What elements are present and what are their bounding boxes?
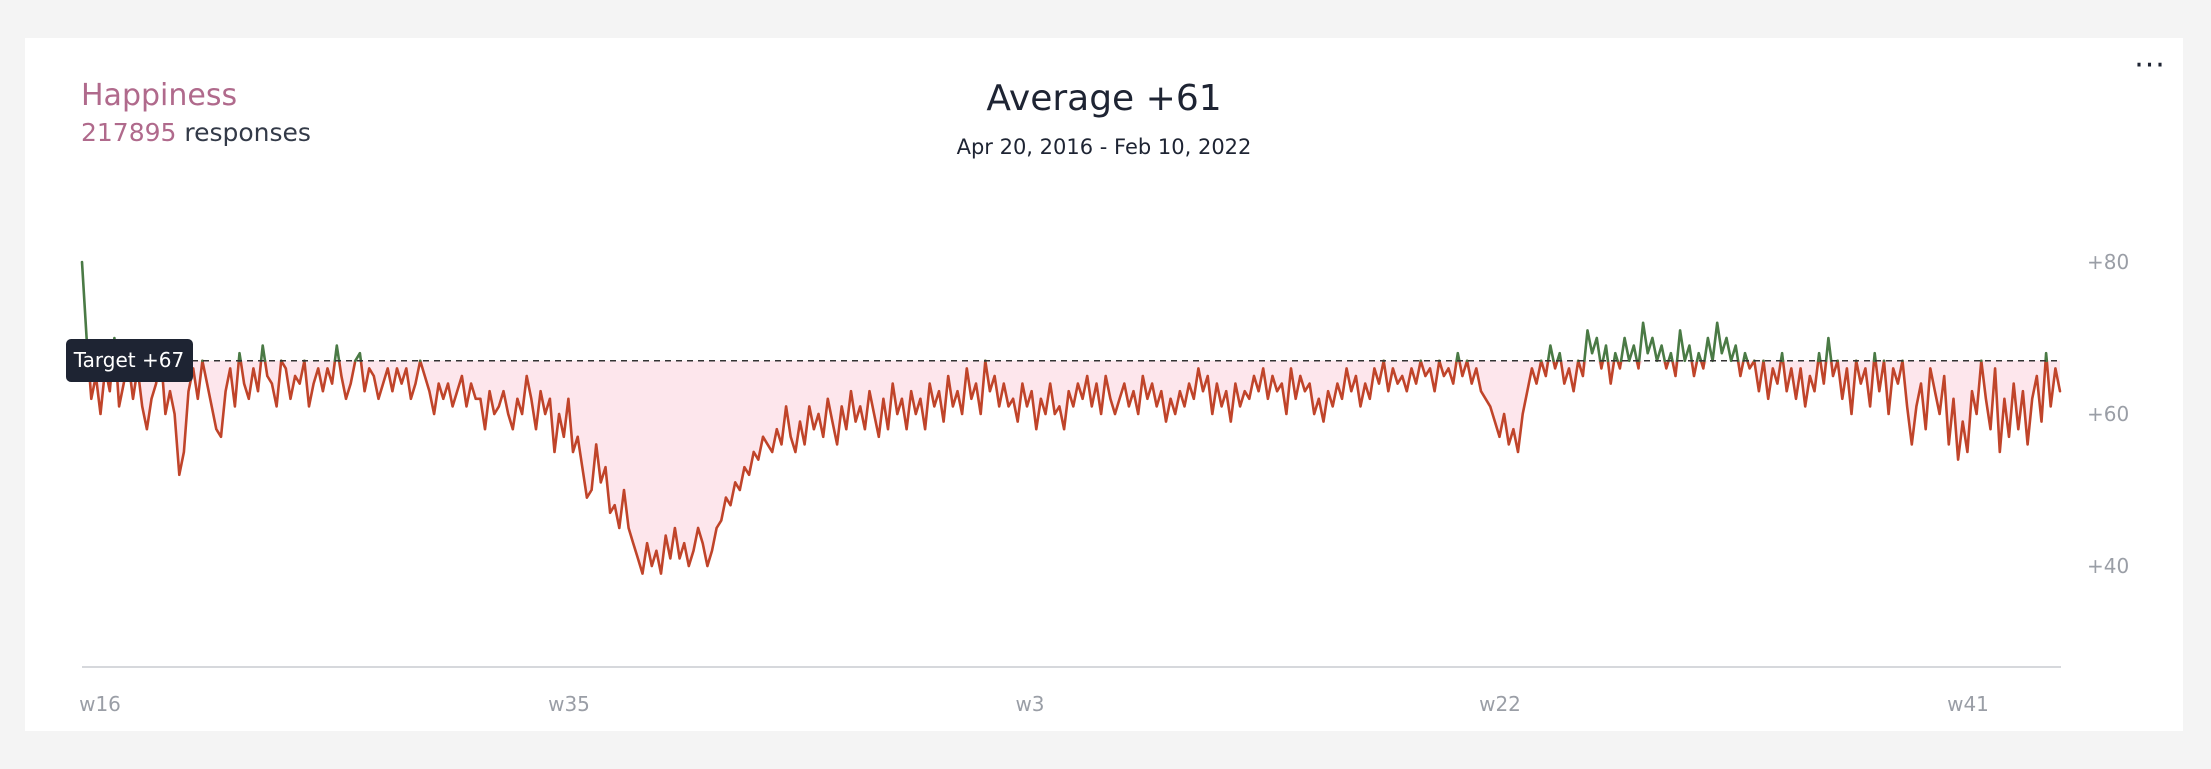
metric-name[interactable]: Happiness — [81, 78, 238, 113]
response-count-line: 217895 responses — [81, 118, 311, 147]
x-tick-label: w35 — [548, 692, 590, 716]
deficit-area-layer — [82, 360, 2060, 574]
more-horizontal-icon[interactable]: ··· — [2134, 48, 2166, 83]
deficit-area — [82, 360, 2060, 574]
response-count: 217895 — [81, 118, 177, 147]
y-tick-label: +60 — [2087, 402, 2129, 426]
date-range[interactable]: Apr 20, 2016 - Feb 10, 2022 — [956, 135, 1252, 159]
target-tooltip — [66, 339, 193, 382]
x-tick-label: w16 — [79, 692, 121, 716]
axis-layer: w16 w35 w3 w22 w41 +80 +60 +40 — [79, 250, 2129, 716]
chart-title: Average +61 — [986, 78, 1222, 119]
target-label: Target +67 — [73, 348, 184, 372]
y-tick-label: +40 — [2087, 554, 2129, 578]
y-tick-label: +80 — [2087, 250, 2129, 274]
response-suffix: responses — [176, 118, 311, 147]
series-line-above-target — [80, 260, 2049, 363]
x-tick-label: w22 — [1479, 692, 1521, 716]
x-tick-label: w41 — [1947, 692, 1989, 716]
x-tick-label: w3 — [1015, 692, 1044, 716]
series-line-layer — [80, 260, 2062, 575]
target-layer: Target +67 — [66, 339, 2060, 382]
